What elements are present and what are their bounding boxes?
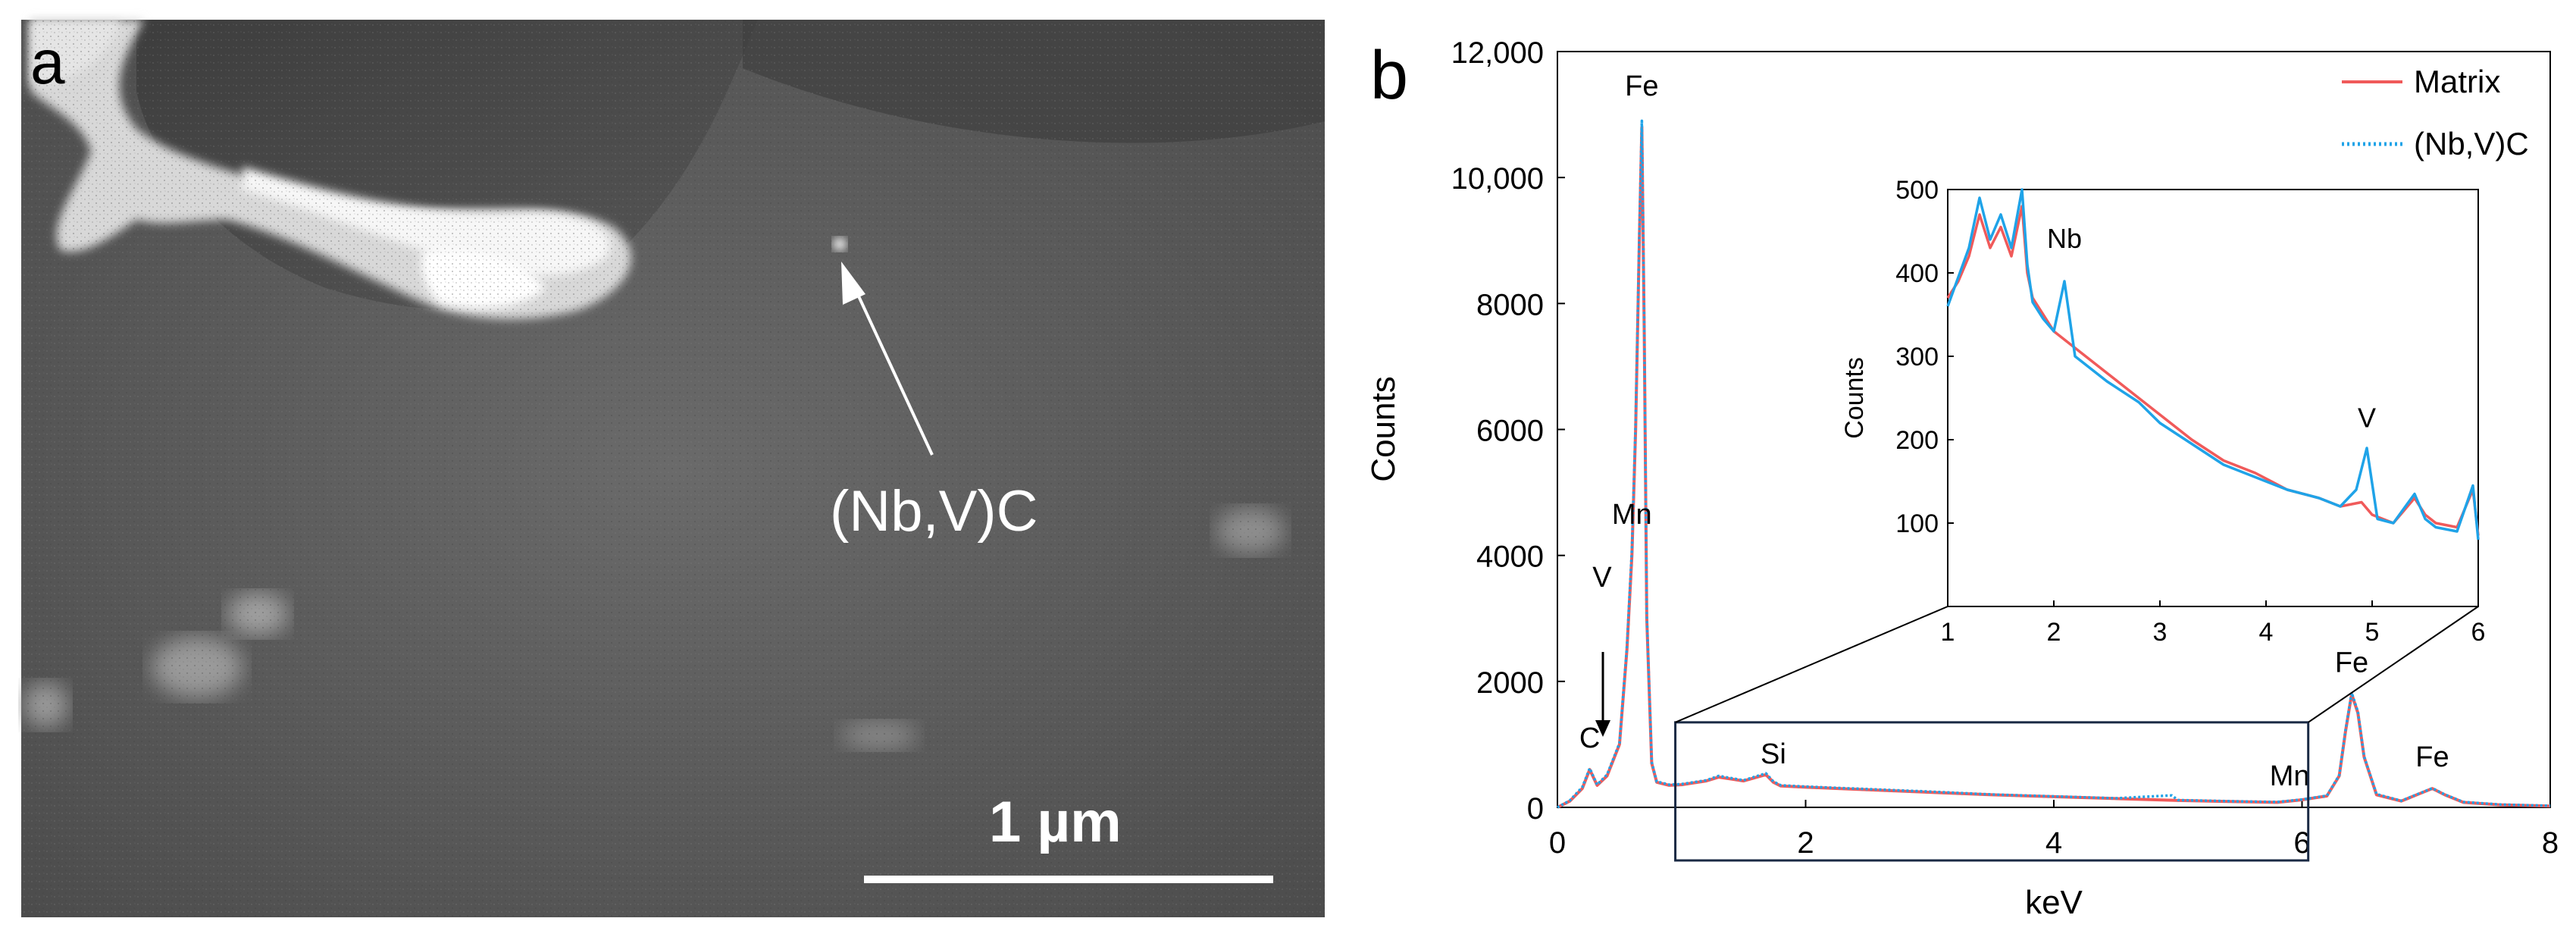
zoom-connector-left [1675,606,1948,723]
zoom-box-rect [1674,721,2310,862]
peak-label: Si [1761,738,1786,770]
scalebar-label: 1 µm [989,790,1122,854]
main-y-tick-label: 2000 [1476,666,1544,700]
legend: Matrix (Nb,V)C [2342,64,2529,161]
sem-image: a (Nb,V)C 1 µm [21,20,1325,917]
series-line-nbvc [1557,119,2551,809]
zoom-connector-right [2308,606,2479,723]
inset-series-line-matrix [1946,205,2480,536]
zoom-box [1674,606,2479,862]
inset-series-group [1946,188,2480,541]
legend-label-matrix: Matrix [2414,64,2500,99]
main-x-axis: 0 2 4 6 8 [1549,800,2559,860]
peak-label: V [1592,562,1612,594]
scalebar [864,876,1273,883]
inset-y-axis: 100 200 300 400 500 [1895,176,1954,538]
peak-label: C [1579,722,1600,754]
inset-x-tick-label: 2 [2047,618,2061,647]
eds-spectrum-panel: b 0 2000 4000 6000 8000 10,000 12,000 0 2 4 6 8 Co… [1349,0,2576,937]
sem-noise [21,20,1325,917]
main-x-tick-label: 2 [1797,826,1814,860]
peak-label: Fe [2415,741,2449,773]
inset-y-tick-label: 500 [1895,176,1939,205]
inset-x-tick-label: 4 [2259,618,2274,647]
inset-y-tick-label: 100 [1895,509,1939,538]
main-y-tick-label: 0 [1527,792,1544,826]
peak-label: Fe [2335,647,2368,678]
precipitate-particle [833,237,847,251]
main-series-group [1557,119,2551,809]
precipitate-label: (Nb,V)C [830,479,1038,544]
main-x-tick-label: 0 [1549,826,1566,860]
inset-x-tick-label: 3 [2153,618,2168,647]
main-y-tick-label: 12,000 [1451,36,1544,70]
inset-x-tick-label: 6 [2471,618,2486,647]
inset-peak-labels: Nb V [2047,223,2376,434]
peak-label: Fe [1625,71,1658,102]
legend-label-nbvc: (Nb,V)C [2414,126,2529,161]
inset-y-axis-label: Counts [1840,357,1869,439]
inset-background [1948,190,2478,606]
main-x-tick-label: 4 [2045,826,2062,860]
inset-x-axis: 1 2 3 4 5 6 [1941,600,2486,647]
main-y-tick-label: 8000 [1476,288,1544,321]
inset-peak-label: V [2358,403,2376,434]
panel-letter-b: b [1370,38,1408,114]
inset-peak-label: Nb [2047,223,2082,254]
main-y-tick-label: 4000 [1476,541,1544,574]
main-x-tick-label: 8 [2542,826,2559,860]
panel-letter-a: a [30,28,65,97]
inset-y-tick-label: 400 [1895,259,1939,288]
eds-chart: b 0 2000 4000 6000 8000 10,000 12,000 0 2 4 6 8 Co… [1365,36,2559,921]
main-y-axis-label: Counts [1365,376,1402,481]
sem-micrograph-panel: a (Nb,V)C 1 µm [21,20,1325,917]
peak-label: Mn [1612,499,1652,531]
annotation-arrow-line [853,287,934,456]
inset-x-tick-label: 5 [2365,618,2380,647]
inset-series-line-nbvc [1946,188,2480,541]
annotation-arrow-head [841,262,865,305]
main-y-tick-label: 10,000 [1451,162,1544,196]
inset-plot-frame [1947,189,2479,607]
main-x-tick-label: 6 [2293,826,2310,860]
main-x-axis-label: keV [2025,884,2083,921]
inset-y-tick-label: 300 [1895,343,1939,371]
v-peak-arrow-head [1595,720,1610,737]
inset-x-tick-label: 1 [1941,618,1955,647]
inset-y-tick-label: 200 [1895,426,1939,455]
peak-label: Mn [2270,760,2310,792]
main-y-axis: 0 2000 4000 6000 8000 10,000 12,000 [1451,36,1565,826]
main-y-tick-label: 6000 [1476,415,1544,448]
